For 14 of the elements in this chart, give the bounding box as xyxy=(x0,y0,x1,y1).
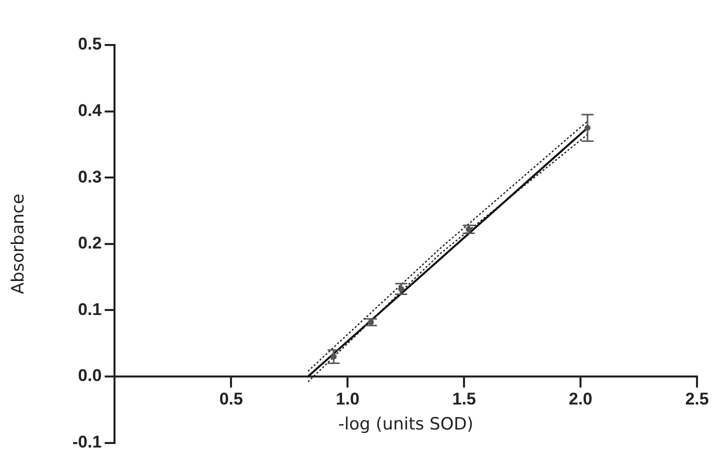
y-axis-title: Absorbance xyxy=(8,194,29,294)
y-tick-label: -0.1 xyxy=(72,432,102,452)
y-tick-label: 0.2 xyxy=(78,234,102,253)
y-tick-label: 0.4 xyxy=(78,100,102,120)
x-tick-label: 0.5 xyxy=(219,389,243,408)
x-tick-label: 2.5 xyxy=(685,389,709,408)
y-tick-label: 0.5 xyxy=(78,34,102,54)
x-tick-label: 1.5 xyxy=(452,389,476,408)
x-axis-title: -log (units SOD) xyxy=(338,414,474,435)
y-tick-label: 0.3 xyxy=(78,167,102,186)
x-tick-label: 2.0 xyxy=(568,389,592,408)
y-tick-label: 0.0 xyxy=(78,366,102,386)
y-tick-label: 0.1 xyxy=(78,300,102,319)
x-tick-label: 1.0 xyxy=(336,389,360,408)
